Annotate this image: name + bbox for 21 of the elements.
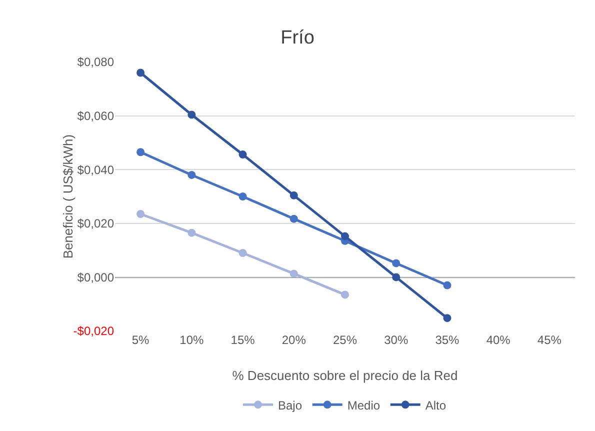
legend-label: Alto: [425, 398, 446, 412]
x-tick-label: 40%: [486, 333, 511, 347]
y-tick-label: $0,060: [77, 109, 114, 123]
legend-label: Bajo: [278, 398, 302, 412]
y-tick-label: $0,080: [77, 55, 114, 70]
chart-title: Frío: [280, 27, 314, 48]
x-axis-title: % Descuento sobre el precio de la Red: [232, 368, 458, 383]
legend-label: Medio: [347, 398, 380, 412]
x-tick-label: 45%: [537, 333, 562, 347]
y-tick-label: $0,020: [77, 216, 114, 231]
x-tick-label: 5%: [132, 333, 150, 347]
y-tick-label: -$0,020: [73, 324, 114, 338]
x-tick-label: 10%: [180, 333, 204, 347]
x-tick-label: 20%: [282, 333, 306, 347]
x-tick-label: 35%: [435, 333, 460, 347]
y-tick-label: $0,000: [77, 270, 114, 284]
y-axis-title: Beneficio ( US$/kWh): [60, 134, 76, 259]
x-tick-label: 30%: [384, 333, 408, 347]
x-tick-label: 25%: [332, 333, 358, 347]
x-tick-label: 15%: [230, 333, 256, 347]
y-tick-label: $0,040: [77, 162, 114, 177]
